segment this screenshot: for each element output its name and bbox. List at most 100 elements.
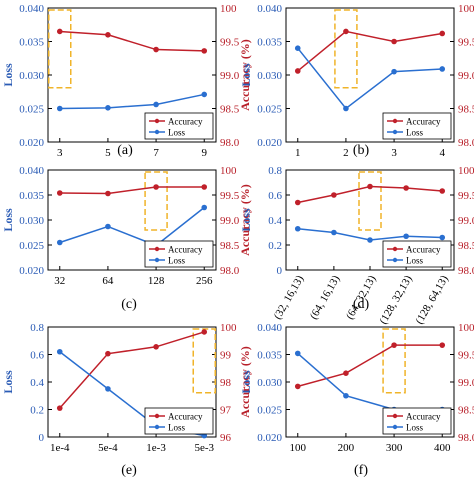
y-left-tick-label: 0.025 — [257, 104, 282, 116]
legend-box — [382, 112, 452, 140]
legend-label: Loss — [168, 256, 186, 266]
legend-label: Loss — [168, 128, 186, 138]
x-tick-label: 1e-3 — [146, 442, 166, 454]
data-point-accuracy — [153, 184, 159, 190]
x-tick-label: 400 — [434, 442, 451, 454]
y-left-tick-label: 0 — [39, 432, 45, 444]
y-left-tick-label: 0.025 — [19, 104, 44, 116]
legend-marker — [392, 129, 398, 135]
y-left-tick-label: 0.035 — [257, 350, 282, 362]
y-right-axis-title: Accuracy (%) — [238, 184, 252, 256]
y-right-tick-label: 99.0 — [458, 70, 474, 82]
data-point-loss — [367, 237, 373, 243]
data-point-accuracy — [56, 28, 63, 35]
series-line-loss — [59, 206, 205, 247]
y-right-tick-label: 99.5 — [220, 190, 240, 202]
y-left-tick-label: 0.2 — [30, 405, 44, 417]
series-line-accuracy — [59, 331, 205, 409]
legend-marker — [154, 413, 160, 419]
legend-marker — [392, 246, 398, 252]
x-tick-label: 3 — [57, 147, 63, 159]
data-point-loss — [294, 350, 301, 357]
y-right-tick-label: 100 — [458, 165, 474, 177]
y-right-tick-label: 98.0 — [220, 137, 240, 149]
data-point-accuracy — [105, 190, 111, 197]
panel-a: 0.020 0.025 0.030 0.035 0.040 98.0 98.5 99.0 99.… — [1, 3, 252, 159]
legend-label: Accuracy — [168, 245, 203, 255]
y-right-tick-label: 98.5 — [458, 240, 474, 252]
data-point-accuracy — [153, 344, 159, 350]
y-left-tick-label: 0.6 — [30, 350, 44, 362]
data-point-accuracy — [343, 370, 349, 377]
highlight-box — [144, 171, 168, 231]
data-point-loss — [331, 229, 337, 236]
x-tick-label: 32 — [54, 275, 65, 287]
y-left-tick-label: 0.035 — [19, 190, 44, 202]
highlight-box — [48, 9, 72, 89]
data-point-loss — [439, 234, 446, 241]
data-point-accuracy — [403, 185, 409, 191]
data-point-accuracy — [294, 68, 301, 74]
y-left-axis-title: Loss — [239, 370, 253, 394]
y-left-tick-label: 0.040 — [257, 3, 282, 15]
y-right-tick-label: 100 — [220, 322, 237, 334]
y-right-tick-label: 98.0 — [458, 432, 474, 444]
legend-marker — [154, 424, 160, 430]
data-point-accuracy — [391, 342, 397, 348]
y-right-tick-label: 100 — [458, 3, 474, 15]
data-point-accuracy — [201, 48, 208, 54]
data-point-accuracy — [105, 350, 111, 357]
y-left-tick-label: 0.025 — [19, 240, 44, 252]
highlight-box — [334, 9, 358, 89]
y-left-tick-label: 0.2 — [268, 240, 282, 252]
data-point-loss — [439, 66, 446, 72]
data-point-loss — [391, 68, 397, 75]
x-tick-label: 1e-4 — [50, 442, 70, 454]
legend-label: Accuracy — [406, 412, 441, 422]
x-tick-label: 2 — [343, 147, 349, 159]
y-right-tick-label: 97 — [220, 405, 232, 417]
y-left-axis-title: Loss — [239, 208, 253, 232]
series-line-accuracy — [297, 30, 443, 72]
legend-box — [382, 407, 452, 435]
y-right-tick-label: 98.5 — [458, 405, 474, 417]
x-tick-label: 5e-4 — [98, 442, 118, 454]
panel-label: (f) — [354, 463, 368, 478]
panel-label: (c) — [121, 297, 137, 312]
y-left-axis-title: Loss — [1, 63, 15, 87]
y-right-tick-label: 98.0 — [220, 265, 240, 277]
legend-marker — [392, 257, 398, 263]
y-right-tick-label: 99.0 — [458, 215, 474, 227]
series-line-accuracy — [59, 30, 205, 52]
legend-marker — [154, 246, 160, 252]
panel-d: 00.20.40.60.898.098.599.099.5100LossAccu… — [239, 165, 474, 326]
y-left-axis-title: Loss — [1, 370, 15, 394]
highlight-box — [192, 328, 216, 394]
legend-box — [144, 407, 214, 435]
y-left-tick-label: 0.020 — [257, 432, 282, 444]
y-right-tick-label: 99.0 — [220, 70, 240, 82]
legend-label: Loss — [168, 423, 186, 433]
legend-marker — [392, 413, 398, 419]
y-right-tick-label: 99.0 — [458, 377, 474, 389]
legend-box — [144, 112, 214, 140]
legend-marker — [154, 257, 160, 263]
x-tick-label: 4 — [439, 147, 445, 159]
y-right-axis-title: Accuracy (%) — [238, 39, 252, 111]
y-left-tick-label: 0.040 — [257, 322, 282, 334]
data-point-loss — [294, 45, 301, 51]
legend-label: Loss — [406, 256, 424, 266]
y-left-tick-label: 0.030 — [19, 215, 44, 227]
x-tick-label: 5 — [105, 147, 111, 159]
data-point-accuracy — [201, 329, 208, 335]
y-left-tick-label: 0 — [277, 265, 283, 277]
y-right-axis-title: Accuracy (%) — [238, 346, 252, 418]
data-point-accuracy — [294, 199, 301, 206]
data-point-accuracy — [391, 38, 397, 45]
panel-label: (e) — [121, 463, 137, 478]
data-point-loss — [201, 204, 208, 211]
data-point-accuracy — [439, 342, 446, 348]
x-tick-label: (64, 16,13) — [308, 273, 343, 321]
x-tick-label: 1 — [295, 147, 301, 159]
